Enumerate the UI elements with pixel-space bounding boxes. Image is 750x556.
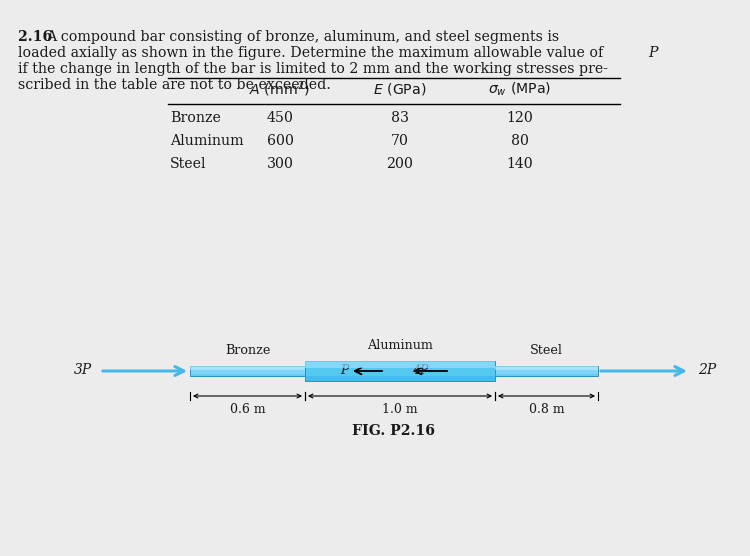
Text: Bronze: Bronze [170, 111, 220, 125]
Bar [495, 366, 598, 370]
Text: FIG. P2.16: FIG. P2.16 [352, 424, 436, 438]
Text: 300: 300 [266, 157, 293, 171]
Bar [305, 361, 495, 368]
Text: Steel: Steel [170, 157, 206, 171]
Text: 80: 80 [511, 134, 529, 148]
Bar [190, 366, 305, 376]
Bar [305, 376, 495, 381]
Text: loaded axially as shown in the figure. Determine the maximum allowable value of: loaded axially as shown in the figure. D… [18, 46, 603, 60]
Text: Aluminum: Aluminum [367, 339, 433, 352]
Text: Steel: Steel [530, 344, 563, 357]
Text: 83: 83 [391, 111, 409, 125]
Text: A compound bar consisting of bronze, aluminum, and steel segments is: A compound bar consisting of bronze, alu… [46, 30, 559, 44]
Text: $\mathit{A}\ \mathregular{(mm}^2\mathregular{)}$: $\mathit{A}\ \mathregular{(mm}^2\mathreg… [250, 79, 310, 99]
Bar [495, 366, 598, 376]
Text: Aluminum: Aluminum [170, 134, 244, 148]
Text: 1.0 m: 1.0 m [382, 403, 418, 416]
Bar [305, 361, 495, 381]
Text: 200: 200 [386, 157, 413, 171]
Text: 70: 70 [391, 134, 409, 148]
Text: 4P: 4P [412, 364, 428, 376]
Text: Bronze: Bronze [225, 344, 270, 357]
Bar [190, 366, 305, 370]
Text: P: P [648, 46, 658, 60]
Text: 0.6 m: 0.6 m [230, 403, 266, 416]
Text: 2P: 2P [698, 363, 716, 377]
Text: 140: 140 [507, 157, 533, 171]
Text: 3P: 3P [74, 363, 92, 377]
Bar [190, 374, 305, 376]
Text: $\mathit{E}\ \mathregular{(GPa)}$: $\mathit{E}\ \mathregular{(GPa)}$ [374, 81, 427, 97]
Text: P: P [340, 364, 349, 376]
Text: if the change in length of the bar is limited to 2 mm and the working stresses p: if the change in length of the bar is li… [18, 62, 608, 76]
Bar [495, 374, 598, 376]
Text: 2.16: 2.16 [18, 30, 53, 44]
Text: 0.8 m: 0.8 m [529, 403, 564, 416]
Text: scribed in the table are not to be exceeded.: scribed in the table are not to be excee… [18, 78, 331, 92]
Text: 120: 120 [506, 111, 533, 125]
Text: $\sigma_w\ \mathregular{(MPa)}$: $\sigma_w\ \mathregular{(MPa)}$ [488, 80, 551, 98]
Text: 600: 600 [266, 134, 293, 148]
Text: 450: 450 [266, 111, 293, 125]
